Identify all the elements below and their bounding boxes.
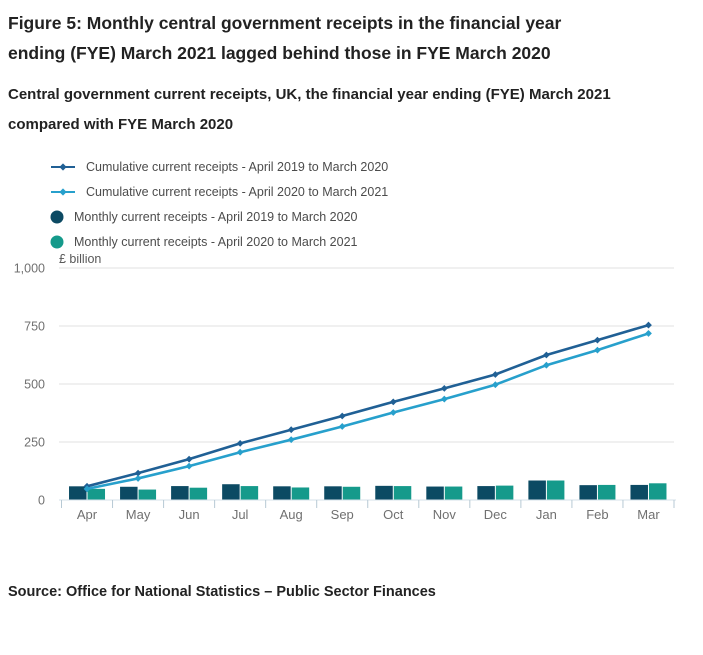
line-marker: [389, 409, 397, 416]
bar-jun-2019-20: [171, 486, 189, 500]
legend-dot: [50, 235, 64, 248]
legend-line-marker: [59, 162, 67, 171]
line-marker: [236, 439, 244, 447]
bar-sep-2019-20: [324, 486, 342, 500]
legend-line-marker: [59, 187, 67, 196]
bar-feb-2020-21: [597, 484, 616, 500]
dot-swatch-icon: [50, 235, 64, 248]
y-axis-tick-label: 1,000: [14, 262, 45, 276]
bar-jun-2020-21: [189, 487, 208, 500]
x-axis-label: Apr: [77, 507, 98, 522]
legend-item-cumulative-2019-20: Cumulative current receipts - April 2019…: [50, 154, 703, 179]
line-marker: [491, 371, 499, 378]
legend-label: Monthly current receipts - April 2020 to…: [74, 234, 358, 249]
line-marker: [440, 395, 448, 403]
line-marker: [645, 321, 652, 329]
line-swatch-icon: [51, 162, 75, 171]
bar-may-2019-20: [120, 486, 138, 500]
line-swatch-icon: [51, 187, 75, 196]
bar-mar-2020-21: [648, 483, 667, 500]
bar-sep-2020-21: [342, 486, 361, 500]
legend-label: Cumulative current receipts - April 2019…: [86, 159, 389, 174]
line-marker: [185, 462, 193, 470]
line-marker: [134, 469, 142, 477]
line-marker: [542, 361, 550, 369]
cumulative-line-2020-21: [86, 332, 649, 491]
cumulative-line-2019-20: [86, 323, 649, 488]
x-axis-label: Feb: [586, 507, 608, 522]
bar-nov-2020-21: [444, 486, 463, 500]
source-note: Source: Office for National Statistics –…: [8, 584, 436, 600]
figure-subtitle: Central government current receipts, UK,…: [8, 86, 611, 133]
bar-oct-2019-20: [375, 485, 393, 500]
line-marker: [287, 436, 295, 444]
line-marker: [185, 455, 193, 463]
x-axis-label: Oct: [383, 507, 404, 522]
legend-dot: [50, 210, 64, 223]
line-marker: [134, 475, 142, 482]
bar-may-2020-21: [138, 489, 157, 500]
line-marker: [594, 336, 601, 344]
bar-dec-2020-21: [495, 485, 514, 500]
legend: Cumulative current receipts - April 2019…: [50, 154, 703, 254]
y-axis-tick-label: 0: [38, 494, 45, 508]
legend-item-monthly-2019-20: Monthly current receipts - April 2019 to…: [50, 204, 703, 229]
bar-apr-2019-20: [69, 486, 87, 500]
bar-apr-2020-21: [87, 488, 106, 500]
receipts-chart: 0 250 500 750 1,000 £ billion Apr May Jun Jul Aug S…: [14, 254, 676, 522]
bar-aug-2020-21: [291, 487, 310, 500]
bar-aug-2019-20: [273, 486, 291, 500]
line-marker: [389, 398, 397, 406]
y-axis-tick-label: 250: [24, 436, 45, 450]
legend-label: Monthly current receipts - April 2019 to…: [74, 209, 358, 224]
figure-title: Figure 5: Monthly central government rec…: [8, 13, 562, 63]
y-axis-tick-label: 500: [24, 378, 45, 392]
line-marker: [338, 412, 346, 420]
bar-jan-2019-20: [528, 480, 546, 500]
line-marker: [594, 346, 601, 354]
bar-jul-2019-20: [222, 484, 240, 500]
y-axis-unit-label: £ billion: [59, 254, 101, 266]
legend-item-cumulative-2020-21: Cumulative current receipts - April 2020…: [50, 179, 703, 204]
line-marker: [440, 385, 448, 392]
dot-swatch-icon: [50, 210, 64, 223]
line-marker: [542, 351, 550, 359]
line-marker: [491, 381, 499, 389]
x-axis-label: Jun: [179, 507, 200, 522]
line-marker: [83, 485, 91, 493]
x-axis-label: Dec: [484, 507, 508, 522]
x-axis-label: Jul: [232, 507, 249, 522]
y-axis-tick-label: 750: [24, 320, 45, 334]
line-marker: [236, 448, 244, 456]
x-axis-label: May: [126, 507, 151, 522]
bar-mar-2019-20: [630, 484, 648, 500]
bar-jul-2020-21: [240, 486, 259, 500]
bar-feb-2019-20: [579, 485, 597, 500]
legend-label: Cumulative current receipts - April 2020…: [86, 184, 389, 199]
bar-nov-2019-20: [426, 486, 444, 500]
legend-item-monthly-2020-21: Monthly current receipts - April 2020 to…: [50, 229, 703, 254]
bar-dec-2019-20: [477, 486, 495, 500]
line-marker: [645, 330, 652, 337]
line-marker: [338, 423, 346, 430]
x-axis-label: Aug: [280, 507, 303, 522]
line-marker: [287, 426, 295, 434]
x-axis-label: Nov: [433, 507, 457, 522]
bar-oct-2020-21: [393, 486, 412, 500]
x-axis-label: Sep: [331, 507, 354, 522]
x-axis-label: Jan: [536, 507, 557, 522]
bar-jan-2020-21: [546, 480, 565, 500]
x-axis-label: Mar: [637, 507, 660, 522]
